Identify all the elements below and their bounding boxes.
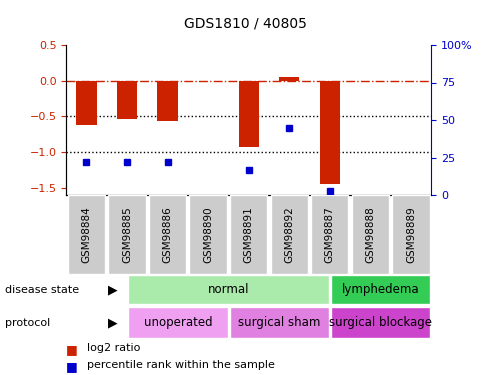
Bar [128, 275, 329, 304]
Text: ■: ■ [66, 343, 78, 356]
Text: GSM98889: GSM98889 [406, 206, 416, 263]
Text: GSM98886: GSM98886 [163, 206, 172, 263]
Text: disease state: disease state [5, 285, 79, 295]
Bar [311, 195, 348, 274]
Text: log2 ratio: log2 ratio [87, 343, 140, 353]
Text: GSM98890: GSM98890 [203, 206, 213, 262]
Bar [190, 195, 227, 274]
Bar [117, 81, 137, 119]
Bar [230, 195, 268, 274]
Bar [157, 81, 178, 121]
Text: percentile rank within the sample: percentile rank within the sample [87, 360, 274, 370]
Bar [270, 195, 308, 274]
Text: GSM98892: GSM98892 [284, 206, 294, 263]
Text: unoperated: unoperated [144, 316, 212, 329]
Text: ▶: ▶ [108, 316, 118, 329]
Bar [239, 81, 259, 147]
Bar [392, 195, 430, 274]
Text: lymphedema: lymphedema [342, 283, 419, 296]
Text: normal: normal [208, 283, 249, 296]
Text: protocol: protocol [5, 318, 50, 327]
Text: GDS1810 / 40805: GDS1810 / 40805 [184, 17, 306, 31]
Text: GSM98888: GSM98888 [366, 206, 375, 263]
Text: GSM98887: GSM98887 [325, 206, 335, 263]
Bar [76, 81, 97, 125]
Bar [230, 307, 329, 338]
Bar [128, 307, 228, 338]
Text: ▶: ▶ [108, 283, 118, 296]
Text: GSM98885: GSM98885 [122, 206, 132, 263]
Bar [319, 81, 340, 184]
Bar [352, 195, 389, 274]
Bar [279, 77, 299, 81]
Bar [149, 195, 186, 274]
Bar [108, 195, 146, 274]
Text: ■: ■ [66, 360, 78, 373]
Text: surgical blockage: surgical blockage [329, 316, 432, 329]
Text: GSM98884: GSM98884 [81, 206, 92, 263]
Bar [331, 275, 430, 304]
Bar [331, 307, 430, 338]
Bar [68, 195, 105, 274]
Text: GSM98891: GSM98891 [244, 206, 254, 263]
Text: surgical sham: surgical sham [238, 316, 320, 329]
